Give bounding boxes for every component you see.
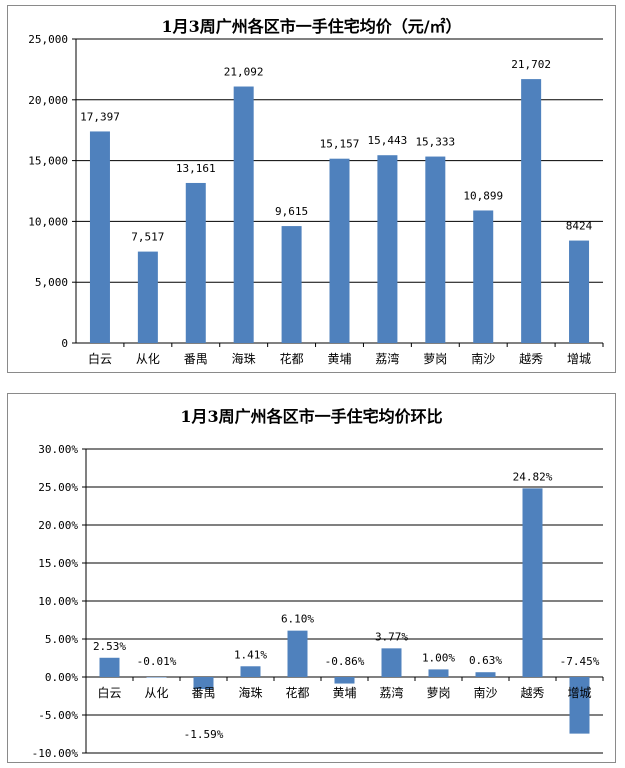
category-label: 萝岗 bbox=[426, 686, 450, 700]
data-label: 0.63% bbox=[469, 654, 502, 667]
data-label: 7,517 bbox=[131, 231, 164, 244]
bar bbox=[137, 251, 158, 343]
data-label: 1.00% bbox=[422, 651, 455, 664]
data-label: -7.45% bbox=[560, 655, 600, 668]
category-label: 黄埔 bbox=[332, 686, 356, 700]
change-chart-panel: 1月3周广州各区市一手住宅均价环比 -10.00% -5.00% 0.00% 5.00… bbox=[7, 393, 616, 763]
category-label: 白云 bbox=[97, 685, 121, 700]
category-label: 萝岗 bbox=[423, 352, 447, 366]
category-label: 越秀 bbox=[519, 352, 543, 366]
category-label: 花都 bbox=[285, 685, 309, 700]
y-tick-label: 5,000 bbox=[35, 276, 68, 289]
bar bbox=[334, 677, 355, 684]
category-label: 黄埔 bbox=[327, 352, 351, 366]
bar bbox=[99, 657, 120, 677]
category-label: 白云 bbox=[88, 351, 112, 366]
change-chart-title: 1月3周广州各区市一手住宅均价环比 bbox=[180, 407, 443, 426]
category-label: 海珠 bbox=[238, 685, 262, 700]
y-tick-label: 15,000 bbox=[28, 155, 68, 168]
category-label: 南沙 bbox=[473, 685, 497, 700]
category-label: 海珠 bbox=[232, 351, 256, 366]
bar bbox=[240, 666, 261, 677]
bar bbox=[381, 648, 402, 677]
bar bbox=[521, 79, 542, 343]
bar bbox=[329, 158, 350, 343]
category-label: 从化 bbox=[144, 686, 168, 700]
bar bbox=[185, 182, 206, 343]
bar bbox=[569, 240, 590, 343]
data-label: -1.59% bbox=[184, 728, 224, 741]
category-label: 增城 bbox=[567, 686, 591, 700]
data-label: 15,333 bbox=[415, 136, 455, 149]
data-label: 8424 bbox=[566, 220, 593, 233]
data-label: 1.41% bbox=[234, 648, 267, 661]
category-label: 从化 bbox=[136, 352, 160, 366]
y-tick-label: 5.00% bbox=[45, 633, 78, 646]
category-label: 番禺 bbox=[191, 686, 215, 700]
bar bbox=[89, 131, 110, 343]
data-label: 15,443 bbox=[368, 134, 408, 147]
data-label: 2.53% bbox=[93, 640, 126, 653]
category-label: 番禺 bbox=[184, 352, 208, 366]
category-label: 花都 bbox=[280, 351, 304, 366]
price-chart-title: 1月3周广州各区市一手住宅均价（元/㎡） bbox=[161, 17, 462, 36]
data-label: 17,397 bbox=[80, 110, 120, 123]
data-label: 3.77% bbox=[375, 630, 408, 643]
category-label: 增城 bbox=[567, 352, 591, 366]
change-chart-plot: -10.00% -5.00% 0.00% 5.00% 10.00% 15.00% 20.00… bbox=[32, 443, 604, 760]
data-label: -0.01% bbox=[137, 655, 177, 668]
y-tick-label: 25,000 bbox=[28, 33, 68, 46]
data-label: 21,702 bbox=[511, 58, 551, 71]
data-label: 24.82% bbox=[513, 470, 553, 483]
y-tick-label: 0.00% bbox=[45, 671, 78, 684]
y-tick-label: 0 bbox=[61, 337, 68, 350]
bar bbox=[146, 677, 167, 678]
category-label: 南沙 bbox=[471, 351, 495, 366]
bar bbox=[193, 677, 214, 690]
y-tick-label: 10.00% bbox=[38, 595, 78, 608]
y-tick-label: 30.00% bbox=[38, 443, 78, 456]
y-tick-label: -10.00% bbox=[32, 747, 79, 760]
bar bbox=[377, 155, 398, 343]
y-tick-label: 20,000 bbox=[28, 94, 68, 107]
data-label: 21,092 bbox=[224, 66, 264, 79]
bar bbox=[522, 488, 543, 677]
bar bbox=[287, 630, 308, 677]
category-label: 越秀 bbox=[520, 686, 544, 700]
y-tick-label: -5.00% bbox=[38, 709, 78, 722]
y-tick-label: 25.00% bbox=[38, 481, 78, 494]
y-tick-label: 20.00% bbox=[38, 519, 78, 532]
data-label: 10,899 bbox=[463, 189, 503, 202]
data-label: -0.86% bbox=[325, 655, 365, 668]
bar bbox=[425, 156, 446, 343]
data-label: 15,157 bbox=[320, 138, 360, 151]
price-chart-plot: 0 5,000 10,000 15,000 20,000 25,000 17,397 白云 7,… bbox=[28, 33, 604, 366]
bar bbox=[233, 86, 254, 344]
data-label: 6.10% bbox=[281, 613, 314, 626]
bar bbox=[475, 672, 496, 677]
category-label: 荔湾 bbox=[375, 351, 399, 366]
category-label: 荔湾 bbox=[379, 685, 403, 700]
bar bbox=[428, 669, 449, 677]
bar bbox=[281, 226, 302, 343]
price-chart-panel: 1月3周广州各区市一手住宅均价（元/㎡） 0 5,000 10,000 15,000 2… bbox=[7, 5, 616, 373]
bar bbox=[569, 677, 590, 734]
data-label: 9,615 bbox=[275, 205, 308, 218]
bar bbox=[473, 210, 494, 343]
y-tick-label: 10,000 bbox=[28, 215, 68, 228]
data-label: 13,161 bbox=[176, 162, 216, 175]
y-tick-label: 15.00% bbox=[38, 557, 78, 570]
